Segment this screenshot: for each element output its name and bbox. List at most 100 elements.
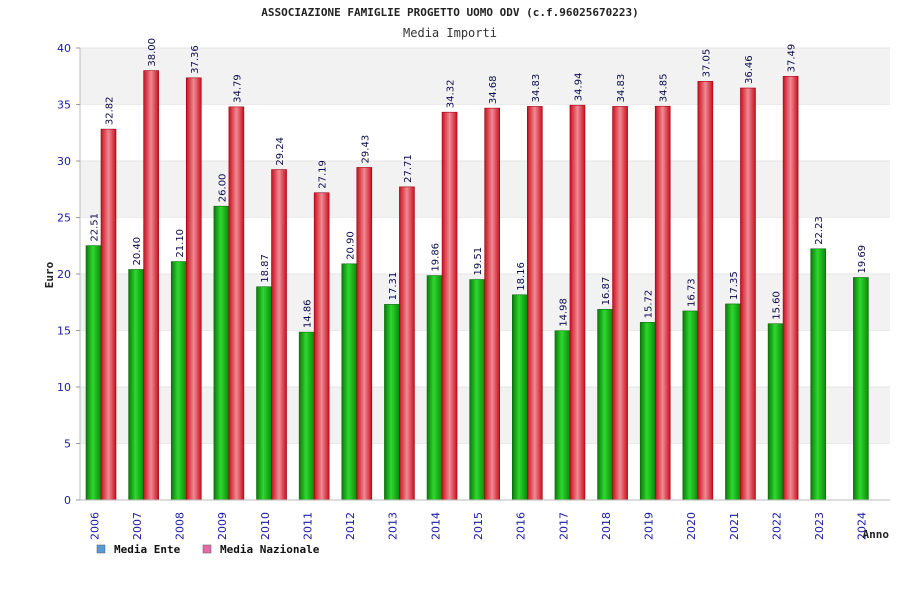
data-label: 37.05 — [701, 49, 712, 78]
bar-media-ente-2009[interactable] — [213, 205, 230, 501]
data-label: 32.82 — [105, 96, 116, 125]
bar-media-nazionale-2008[interactable] — [185, 77, 202, 501]
data-label: 16.73 — [686, 278, 697, 307]
bar-media-ente-2021[interactable] — [725, 303, 741, 501]
bar-media-ente-2011[interactable] — [298, 331, 315, 501]
bar-media-ente-2008[interactable] — [170, 261, 187, 501]
chart-title: ASSOCIAZIONE FAMIGLIE PROGETTO UOMO ODV … — [261, 6, 639, 19]
bar-media-nazionale-2011[interactable] — [313, 192, 330, 501]
bar-media-nazionale-2021[interactable] — [740, 87, 756, 501]
x-tick-label: 2014 — [429, 512, 442, 540]
bar-media-nazionale-2013[interactable] — [399, 186, 415, 501]
data-label: 36.46 — [744, 55, 755, 84]
x-tick-label: 2018 — [600, 512, 613, 540]
legend-label-media-nazionale: Media Nazionale — [220, 543, 320, 556]
bar-media-ente-2007[interactable] — [128, 269, 144, 501]
bar-media-ente-2010[interactable] — [256, 286, 272, 501]
data-label: 34.79 — [232, 74, 243, 103]
bar-media-nazionale-2022[interactable] — [782, 76, 799, 501]
legend-swatch-media-ente — [96, 544, 106, 554]
bar-media-ente-2013[interactable] — [384, 304, 400, 501]
bar-media-nazionale-2014[interactable] — [441, 111, 458, 501]
bar-media-nazionale-2006[interactable] — [100, 128, 117, 501]
data-label: 17.31 — [388, 272, 399, 301]
y-tick-label: 10 — [57, 381, 71, 394]
x-tick-label: 2023 — [813, 512, 826, 540]
data-label: 34.83 — [531, 74, 542, 103]
bar-media-ente-2014[interactable] — [426, 275, 443, 501]
y-tick-label: 15 — [57, 325, 71, 338]
data-label: 27.71 — [403, 154, 414, 183]
data-label: 14.86 — [303, 299, 314, 328]
legend-item-media-nazionale[interactable]: Media Nazionale — [202, 543, 320, 556]
bar-media-nazionale-2012[interactable] — [356, 167, 373, 501]
data-label: 19.86 — [431, 243, 442, 272]
bar-media-ente-2019[interactable] — [639, 322, 656, 501]
bar-media-nazionale-2020[interactable] — [697, 81, 714, 501]
y-tick-label: 35 — [57, 99, 71, 112]
y-tick-label: 20 — [57, 268, 71, 281]
bar-media-nazionale-2019[interactable] — [654, 105, 671, 501]
bar-media-nazionale-2017[interactable] — [569, 104, 586, 501]
x-tick-label: 2017 — [557, 512, 570, 540]
data-label: 29.24 — [275, 137, 286, 166]
data-label: 27.19 — [318, 160, 329, 189]
y-axis: 0 5 10 15 20 25 30 35 40 — [57, 42, 81, 507]
data-label: 22.51 — [90, 213, 101, 242]
y-tick-label: 30 — [57, 155, 71, 168]
legend-item-media-ente[interactable]: Media Ente — [96, 543, 181, 556]
data-label: 26.00 — [217, 174, 228, 203]
bar-media-ente-2024[interactable] — [853, 277, 869, 501]
bar-media-nazionale-2016[interactable] — [527, 106, 543, 501]
y-tick-label: 25 — [57, 212, 71, 225]
bar-media-nazionale-2009[interactable] — [228, 106, 245, 501]
data-label: 34.83 — [616, 74, 627, 103]
data-label: 21.10 — [175, 229, 186, 258]
bar-media-nazionale-2018[interactable] — [612, 106, 628, 501]
bar-media-nazionale-2007[interactable] — [143, 70, 159, 501]
data-label: 14.98 — [558, 298, 569, 327]
bar-media-ente-2017[interactable] — [554, 330, 571, 501]
bar-media-nazionale-2010[interactable] — [271, 169, 287, 501]
data-label: 20.90 — [345, 231, 356, 260]
x-tick-label: 2012 — [344, 512, 357, 540]
bar-media-ente-2020[interactable] — [682, 310, 699, 501]
x-tick-label: 2021 — [728, 512, 741, 540]
data-label: 37.36 — [190, 45, 201, 74]
bar-media-ente-2012[interactable] — [341, 263, 358, 501]
chart-subtitle: Media Importi — [403, 26, 497, 40]
x-tick-label: 2015 — [472, 512, 485, 540]
bar-media-nazionale-2015[interactable] — [484, 107, 500, 501]
data-label: 38.00 — [147, 38, 158, 67]
data-label: 19.51 — [473, 247, 484, 276]
data-label: 20.40 — [132, 237, 143, 266]
bar-media-ente-2022[interactable] — [767, 323, 784, 501]
data-label: 34.85 — [659, 74, 670, 103]
x-tick-label: 2011 — [301, 512, 314, 540]
bar-media-ente-2018[interactable] — [597, 309, 613, 501]
x-tick-label: 2010 — [259, 512, 272, 540]
bar-media-ente-2023[interactable] — [810, 248, 827, 501]
legend-label-media-ente: Media Ente — [114, 543, 181, 556]
x-axis-label: Anno — [863, 528, 890, 541]
data-label: 19.69 — [857, 245, 868, 274]
bar-media-ente-2015[interactable] — [469, 279, 485, 501]
data-label: 34.68 — [488, 75, 499, 104]
x-tick-label: 2006 — [88, 512, 101, 540]
bar-media-ente-2006[interactable] — [85, 245, 102, 501]
data-label: 29.43 — [360, 135, 371, 164]
x-tick-label: 2016 — [515, 512, 528, 540]
bar-media-ente-2016[interactable] — [512, 294, 528, 501]
x-tick-label: 2019 — [643, 512, 656, 540]
data-label: 16.87 — [601, 277, 612, 306]
x-tick-label: 2008 — [174, 512, 187, 540]
legend-swatch-media-nazionale — [202, 544, 212, 554]
data-label: 34.32 — [446, 80, 457, 109]
x-tick-label: 2009 — [216, 512, 229, 540]
legend: Media Ente Media Nazionale — [96, 543, 320, 556]
x-tick-label: 2024 — [856, 512, 869, 540]
x-axis: 2006 2007 2008 2009 2010 2011 2012 2013 2014 2015… — [80, 499, 890, 540]
x-tick-label: 2020 — [685, 512, 698, 540]
y-tick-label: 5 — [64, 438, 71, 451]
